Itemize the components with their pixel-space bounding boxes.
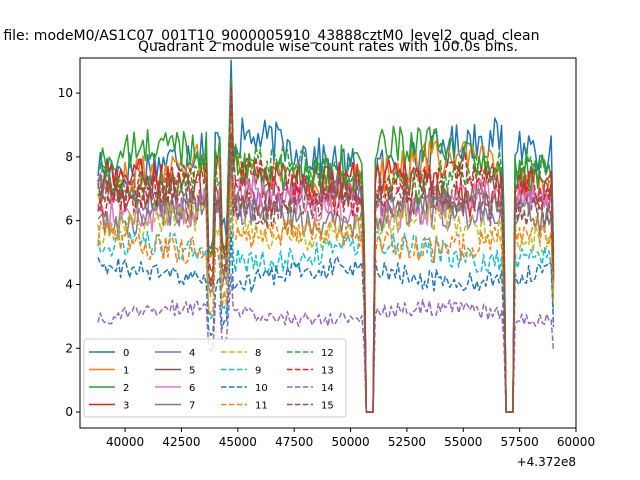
legend-label-11: 11 — [255, 401, 268, 412]
x-tick-label: 42500 — [162, 435, 200, 449]
series-line-12 — [97, 77, 555, 413]
legend-label-5: 5 — [189, 366, 195, 377]
y-tick-label: 2 — [65, 341, 73, 355]
series-line-7 — [97, 156, 555, 413]
legend-label-15: 15 — [321, 401, 334, 412]
x-tick-label: 40000 — [106, 435, 144, 449]
x-tick-label: 55000 — [444, 435, 482, 449]
x-tick-label: 52500 — [388, 435, 426, 449]
y-tick-label: 10 — [58, 86, 73, 100]
series-line-14 — [97, 273, 555, 413]
legend-label-4: 4 — [189, 348, 195, 359]
x-tick-label: 47500 — [275, 435, 313, 449]
x-axis-offset-label: +4.372e8 — [517, 455, 576, 469]
x-tick-label: 50000 — [331, 435, 369, 449]
x-tick-label: 45000 — [219, 435, 257, 449]
legend-label-9: 9 — [255, 366, 261, 377]
legend-label-0: 0 — [123, 348, 129, 359]
legend-label-10: 10 — [255, 383, 268, 394]
legend-label-6: 6 — [189, 383, 195, 394]
plot-frame — [79, 57, 577, 429]
chart-title: Quadrant 2 module wise count rates with … — [138, 39, 518, 55]
series-layer — [97, 59, 555, 413]
series-line-2 — [97, 91, 555, 413]
y-axis: 0 2 4 6 8 10 — [58, 86, 80, 419]
legend-label-2: 2 — [123, 383, 129, 394]
y-tick-label: 4 — [65, 277, 73, 291]
legend-label-13: 13 — [321, 366, 334, 377]
series-line-9 — [97, 195, 555, 413]
legend-box — [83, 338, 347, 418]
series-line-8 — [97, 184, 555, 413]
figure-suptitle: n file: modeM0/AS1C07_001T10_9000005910_… — [0, 28, 539, 44]
x-tick-label: 60000 — [557, 435, 595, 449]
legend-label-3: 3 — [123, 401, 129, 412]
series-line-15 — [97, 132, 555, 413]
legend-label-1: 1 — [123, 366, 129, 377]
y-tick-label: 8 — [65, 150, 73, 164]
series-line-10 — [97, 230, 555, 413]
legend-label-14: 14 — [321, 383, 334, 394]
legend-label-7: 7 — [189, 401, 195, 412]
y-tick-label: 6 — [65, 214, 73, 228]
legend-label-12: 12 — [321, 348, 334, 359]
y-tick-label: 0 — [65, 405, 73, 419]
series-line-11 — [97, 178, 555, 413]
x-tick-label: 57500 — [501, 435, 539, 449]
legend-label-8: 8 — [255, 348, 261, 359]
x-axis: 40000 42500 45000 47500 50000 52500 55000 57500… — [106, 428, 595, 449]
